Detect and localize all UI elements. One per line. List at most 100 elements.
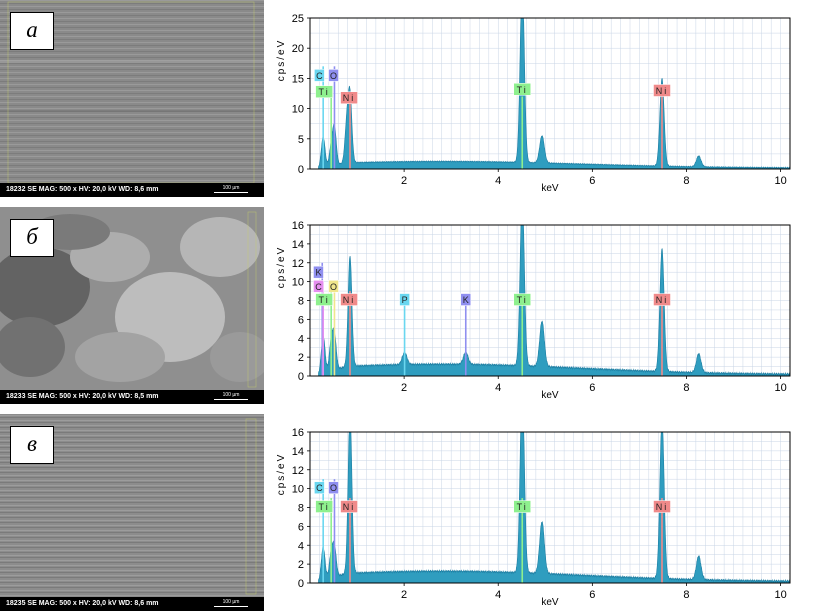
y-tick-label: 5 [298,134,304,146]
y-tick-label: 14 [292,239,304,251]
element-tag: C [314,69,325,82]
y-tick-label: 10 [292,484,304,496]
x-axis-label: keV [541,183,559,194]
element-tag-box [399,293,410,306]
y-tick-label: 6 [298,314,304,326]
y-tick-label: 20 [292,43,304,55]
element-tag-box [653,500,671,513]
element-tag-box [513,83,531,96]
element-tag-box [328,481,339,494]
element-tag-label: Ti [517,295,528,305]
element-tag-label: K [315,268,321,278]
panel-label: б [10,219,54,257]
y-tick-label: 0 [298,164,304,176]
element-tag-label: C [316,483,323,493]
element-tag-label: C [316,71,323,81]
element-tag-box [315,293,333,306]
y-tick-label: 0 [298,371,304,383]
sem-image-c: в 18235 SE MAG: 500 x HV: 20,0 kV WD: 8,… [0,414,264,611]
x-tick-label: 2 [401,589,407,601]
y-tick-label: 12 [292,258,304,270]
element-tag-box [340,293,358,306]
element-tag-box [313,265,324,279]
element-tag: O [328,280,339,293]
element-tag: Ti [513,293,531,306]
x-tick-label: 2 [401,382,407,394]
y-tick-label: 8 [298,296,304,308]
y-axis-label: cps/eV [276,246,287,289]
x-tick-label: 10 [774,175,786,187]
scale-bar: 100 µm [214,599,248,607]
x-tick-label: 10 [774,382,786,394]
element-tag: Ti [513,83,531,96]
sem-info-text: 18233 SE MAG: 500 x HV: 20,0 kV WD: 8,5 … [6,393,159,400]
y-tick-label: 16 [292,427,304,439]
element-tag-label: O [330,483,337,493]
element-tag-box [340,91,358,104]
element-tag-label: O [330,282,337,292]
element-tag: K [460,293,472,306]
plot-frame [309,17,791,170]
element-tag-box [513,293,531,306]
element-tag: Ti [315,85,333,98]
element-tag-box [328,69,339,82]
x-tick-label: 6 [589,382,595,394]
y-tick-label: 10 [292,277,304,289]
element-tag-box [315,85,333,98]
y-tick-label: 2 [298,559,304,571]
element-tag-box [653,293,671,306]
element-tag-label: Ni [656,295,669,305]
element-tag-box [315,500,333,513]
y-tick-label: 14 [292,446,304,458]
element-tag-label: Ti [517,85,528,95]
element-tag-label: Ti [319,295,330,305]
eds-spectrum-c: C O Ti Ni Ti Ni 0 2 4 6 8 10 12 14 16 2 4 6 8 10 keV cps/eV [270,414,813,614]
eds-spectrum-b: K C O Ti Ni P K Ti Ni 0 2 4 6 8 10 12 14 16 2 4 6 8 10 keV cps/e… [270,207,813,407]
sem-info-bar: 18233 SE MAG: 500 x HV: 20,0 kV WD: 8,5 … [0,390,264,404]
element-tag: Ni [653,84,671,97]
element-tag: Ti [315,500,333,513]
sem-info-text: 18235 SE MAG: 500 x HV: 20,0 kV WD: 8,6 … [6,600,159,607]
y-tick-label: 12 [292,465,304,477]
x-tick-label: 8 [683,382,689,394]
y-tick-label: 2 [298,352,304,364]
x-tick-label: 10 [774,589,786,601]
element-tag: Ni [653,293,671,306]
element-tag: C [314,481,325,494]
element-tag-box [653,84,671,97]
scale-bar: 100 µm [214,392,248,400]
sem-info-bar: 18235 SE MAG: 500 x HV: 20,0 kV WD: 8,6 … [0,597,264,611]
element-tag: Ni [340,500,358,513]
x-axis-label: keV [541,390,559,401]
sem-image-a: а 18232 SE MAG: 500 x HV: 20,0 kV WD: 8,… [0,0,264,197]
element-tag-box [328,280,339,293]
element-tag: Ti [315,293,333,306]
element-tag-label: C [315,282,322,292]
element-tag-label: Ni [656,502,669,512]
element-tag-box [313,280,324,293]
element-tag: Ni [340,91,358,104]
x-tick-label: 6 [589,589,595,601]
element-tag: O [328,69,339,82]
element-tag: Ni [340,293,358,306]
element-tag-label: Ni [343,502,356,512]
element-tag-label: Ti [319,87,330,97]
element-tag-label: K [463,295,469,305]
x-tick-label: 8 [683,589,689,601]
y-tick-label: 6 [298,521,304,533]
y-tick-label: 10 [292,104,304,116]
x-tick-label: 6 [589,175,595,187]
element-tag: K [313,265,324,279]
element-tag-label: Ni [656,86,669,96]
y-axis-label: cps/eV [276,453,287,496]
x-tick-label: 4 [495,175,501,187]
y-tick-label: 25 [292,13,304,25]
y-tick-label: 16 [292,220,304,232]
y-axis-label: cps/eV [276,39,287,82]
spectrum-series [318,17,791,170]
element-tag: C [313,280,324,293]
element-tag-box [314,481,325,494]
